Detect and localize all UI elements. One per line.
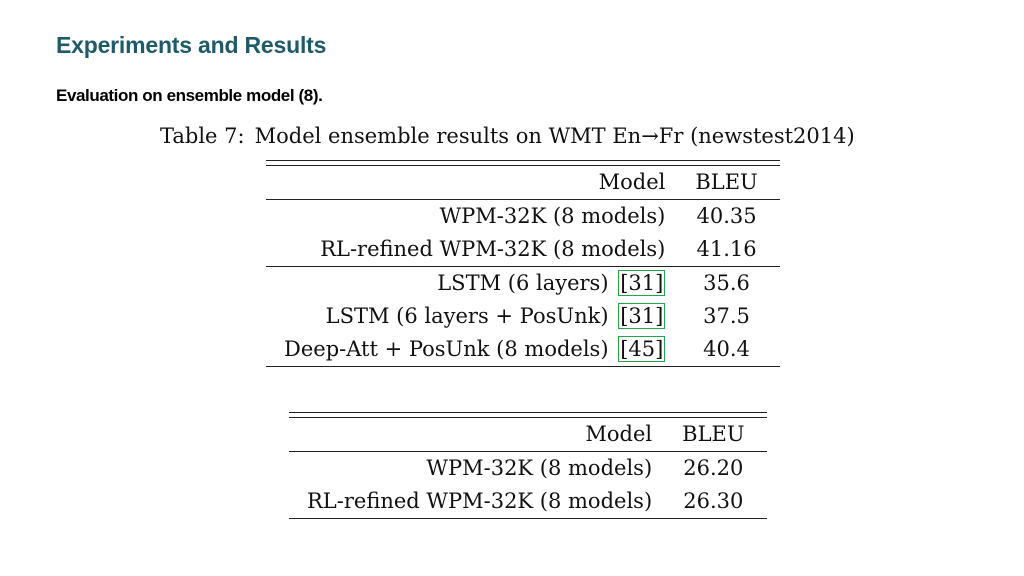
table-top-rule	[266, 160, 780, 166]
model-name-cell: RL-refined WPM-32K (8 models)	[266, 233, 680, 267]
table-row: WPM-32K (8 models) 26.20	[289, 452, 767, 486]
model-name-cell: WPM-32K (8 models)	[426, 456, 653, 480]
table-caption-label: Table 7:	[160, 124, 245, 148]
slide-title: Experiments and Results	[56, 32, 327, 58]
model-name-cell: WPM-32K (8 models)	[439, 204, 666, 228]
bleu-score-cell: 26.30	[666, 485, 767, 519]
bleu-score-cell: 40.4	[679, 333, 780, 367]
model-name-cell: Deep-Att + PosUnk (8 models) [45]	[266, 333, 680, 367]
column-header-bleu: BLEU	[666, 417, 767, 452]
table-row: Deep-Att + PosUnk (8 models) [45] 40.4	[266, 333, 780, 367]
citation-link[interactable]: [31]	[618, 270, 666, 296]
table-row: RL-refined WPM-32K (8 models) 26.30	[289, 485, 767, 519]
table-caption: Table 7: Model ensemble results on WMT En…	[160, 124, 855, 148]
table-row: WPM-32K (8 models) 40.35	[266, 200, 780, 234]
model-name-cell: LSTM (6 layers + PosUnk) [31]	[266, 300, 679, 333]
table-row: LSTM (6 layers + PosUnk) [31] 37.5	[266, 300, 780, 333]
column-header-model: Model	[289, 417, 667, 452]
citation-link[interactable]: [45]	[618, 336, 666, 362]
citation-link[interactable]: [31]	[618, 303, 666, 329]
bleu-score-cell: 35.6	[703, 271, 750, 295]
ensemble-results-table-enfr: Model BLEU WPM-32K (8 models) 40.35 RL-r…	[266, 160, 780, 367]
model-name: LSTM (6 layers + PosUnk)	[325, 304, 609, 328]
table-caption-text: Model ensemble results on WMT En→Fr (new…	[254, 124, 855, 148]
model-name-cell: LSTM (6 layers) [31]	[266, 267, 679, 301]
bleu-score-cell: 40.35	[696, 204, 757, 228]
bleu-score-cell: 26.20	[683, 456, 744, 480]
column-header-model: Model	[266, 165, 680, 200]
table-top-rule	[289, 412, 767, 418]
column-header-bleu: BLEU	[679, 165, 780, 200]
bleu-score-cell: 41.16	[679, 233, 780, 267]
model-name: Deep-Att + PosUnk (8 models)	[284, 337, 609, 361]
model-name-cell: RL-refined WPM-32K (8 models)	[289, 485, 667, 519]
citation-number: 31	[628, 304, 656, 328]
model-name: LSTM (6 layers)	[437, 271, 609, 295]
citation-number: 45	[628, 337, 656, 361]
citation-number: 31	[628, 271, 656, 295]
slide-subtitle: Evaluation on ensemble model (8).	[56, 86, 323, 105]
table-row: RL-refined WPM-32K (8 models) 41.16	[266, 233, 780, 267]
bleu-score-cell: 37.5	[703, 304, 750, 328]
ensemble-results-table-ende: Model BLEU WPM-32K (8 models) 26.20 RL-r…	[289, 412, 767, 519]
table-row: LSTM (6 layers) [31] 35.6	[266, 267, 780, 301]
